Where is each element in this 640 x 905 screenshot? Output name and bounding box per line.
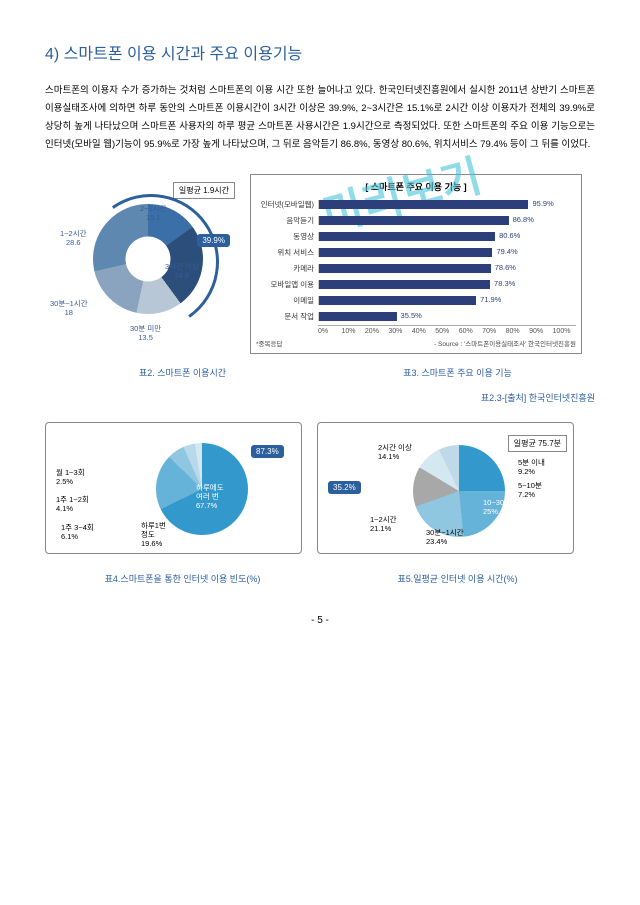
bar-fill [319, 232, 495, 241]
donut-slice-label: 30분~1시간18 [50, 299, 88, 317]
bar-track: 71.9% [318, 296, 576, 305]
bar-fill [319, 296, 476, 305]
pie-slice-label: 1~2시간21.1% [370, 515, 397, 533]
bar-value: 78.3% [494, 279, 515, 288]
axis-tick: 40% [412, 328, 435, 335]
pie-slice-label: 1주 1~2회4.1% [56, 495, 89, 513]
bar-row: 이메일 71.9% [256, 293, 576, 307]
axis-tick: 70% [482, 328, 505, 335]
usage-time-donut-chart: 일평균 1.9시간 39.9% 2~3시간15.1 3시간 이상24.8 30분 미… [45, 174, 235, 344]
source-line: 표2.3-[출처] 한국인터넷진흥원 [45, 391, 595, 404]
axis-tick: 30% [388, 328, 411, 335]
bar-fill [319, 216, 509, 225]
bar-row: 음악듣기 86.8% [256, 213, 576, 227]
bar-value: 79.4% [496, 247, 517, 256]
bottom-captions: 표4.스마트폰을 통한 인터넷 이용 빈도(%) 표5.일평균 인터넷 이용 시… [45, 572, 595, 585]
pie-slice-label: 1주 3~4회6.1% [61, 523, 94, 541]
bar-fill [319, 200, 528, 209]
avg-badge: 일평균 1.9시간 [173, 182, 235, 199]
bar-row: 인터넷(모바일웹) 95.9% [256, 197, 576, 211]
donut-slice-label: 3시간 이상24.8 [165, 262, 199, 280]
bar-fill [319, 312, 397, 321]
bar-track: 78.3% [318, 280, 576, 289]
bar-value: 95.9% [532, 199, 553, 208]
bar-label: 문서 작업 [256, 311, 318, 322]
bar-row: 위치 서비스 79.4% [256, 245, 576, 259]
top-charts-row: 일평균 1.9시간 39.9% 2~3시간15.1 3시간 이상24.8 30분 미… [45, 174, 595, 354]
dur-callout: 35.2% [328, 481, 361, 494]
bar-fill [319, 264, 491, 273]
bar-row: 동영상 80.6% [256, 229, 576, 243]
bar-label: 위치 서비스 [256, 247, 318, 258]
page-number: - 5 - [45, 615, 595, 626]
axis-tick: 90% [529, 328, 552, 335]
axis-tick: 10% [341, 328, 364, 335]
bar-footnote-left: *중복응답 [256, 338, 282, 348]
pie-slice-label: 하루1번정도19.6% [141, 521, 166, 548]
axis-tick: 50% [435, 328, 458, 335]
caption-table2: 표2. 스마트폰 이용시간 [45, 366, 320, 379]
caption-table5: 표5.일평균 인터넷 이용 시간(%) [320, 572, 595, 585]
bar-row: 문서 작업 35.5% [256, 309, 576, 323]
axis-tick: 0% [318, 328, 341, 335]
pie-slice-label: 5~10분7.2% [518, 481, 542, 499]
freq-callout: 87.3% [251, 445, 284, 458]
bar-label: 카메라 [256, 263, 318, 274]
axis-tick: 20% [365, 328, 388, 335]
duration-pie [413, 445, 505, 537]
bar-label: 이메일 [256, 295, 318, 306]
bar-track: 79.4% [318, 248, 576, 257]
bar-value: 78.6% [495, 263, 516, 272]
pie-slice-label: 2시간 이상14.1% [378, 443, 412, 461]
bottom-pies-row: 87.3% 하루에도여러 번67.7% 하루1번정도19.6% 1주 3~4회6.1… [45, 422, 595, 554]
donut-slice-label: 1~2시간28.6 [60, 229, 87, 247]
bar-track: 95.9% [318, 200, 576, 209]
axis-tick: 60% [459, 328, 482, 335]
avg-badge-duration: 일평균 75.7분 [508, 435, 567, 452]
bar-label: 모바일앱 이용 [256, 279, 318, 290]
donut-hole [126, 237, 171, 282]
bar-footnote-right: - Source : '스마트폰이용실태조사' 한국인터넷진흥원 [434, 338, 576, 348]
donut-callout: 39.9% [197, 234, 230, 247]
bar-value: 86.8% [513, 215, 534, 224]
bar-track: 78.6% [318, 264, 576, 273]
bar-chart-title: [ 스마트폰 주요 이용 기능 ] [256, 180, 576, 193]
duration-pie-card: 일평균 75.7분 35.2% 10~30분25% 30분~1시간23.4% 1~2… [317, 422, 574, 554]
donut-slice-label: 30분 미만13.5 [130, 324, 161, 342]
pie-slice-label: 30분~1시간23.4% [426, 528, 464, 546]
bar-value: 35.5% [401, 311, 422, 320]
bar-label: 동영상 [256, 231, 318, 242]
features-bar-chart: [ 스마트폰 주요 이용 기능 ] 인터넷(모바일웹) 95.9% 음악듣기 8… [250, 174, 582, 354]
bar-value: 80.6% [499, 231, 520, 240]
top-captions: 표2. 스마트폰 이용시간 표3. 스마트폰 주요 이용 기능 [45, 366, 595, 379]
bar-label: 음악듣기 [256, 215, 318, 226]
caption-table4: 표4.스마트폰을 통한 인터넷 이용 빈도(%) [45, 572, 320, 585]
bar-axis: 0%10%20%30%40%50%60%70%80%90%100% [318, 325, 576, 335]
body-paragraph: 스마트폰의 이용자 수가 증가하는 것처럼 스마트폰의 이용 시간 또한 늘어나… [45, 82, 595, 154]
bar-label: 인터넷(모바일웹) [256, 199, 318, 210]
bar-track: 86.8% [318, 216, 576, 225]
pie-slice-label: 월 1~3회2.5% [56, 468, 85, 486]
pie-slice-label: 하루에도여러 번67.7% [196, 483, 224, 510]
pie-slice-label: 5분 이내9.2% [518, 458, 545, 476]
axis-tick: 80% [506, 328, 529, 335]
donut-slice-label: 2~3시간15.1 [140, 204, 167, 222]
bar-track: 35.5% [318, 312, 576, 321]
bar-fill [319, 280, 490, 289]
bar-value: 71.9% [480, 295, 501, 304]
section-title: 4) 스마트폰 이용 시간과 주요 이용기능 [45, 40, 595, 64]
bar-chart-footer: *중복응답 - Source : '스마트폰이용실태조사' 한국인터넷진흥원 [256, 338, 576, 348]
pie-slice-label: 10~30분25% [483, 498, 511, 516]
frequency-pie-card: 87.3% 하루에도여러 번67.7% 하루1번정도19.6% 1주 3~4회6.1… [45, 422, 302, 554]
axis-tick: 100% [553, 328, 576, 335]
bar-fill [319, 248, 492, 257]
bar-row: 카메라 78.6% [256, 261, 576, 275]
caption-table3: 표3. 스마트폰 주요 이용 기능 [320, 366, 595, 379]
bar-row: 모바일앱 이용 78.3% [256, 277, 576, 291]
bar-track: 80.6% [318, 232, 576, 241]
